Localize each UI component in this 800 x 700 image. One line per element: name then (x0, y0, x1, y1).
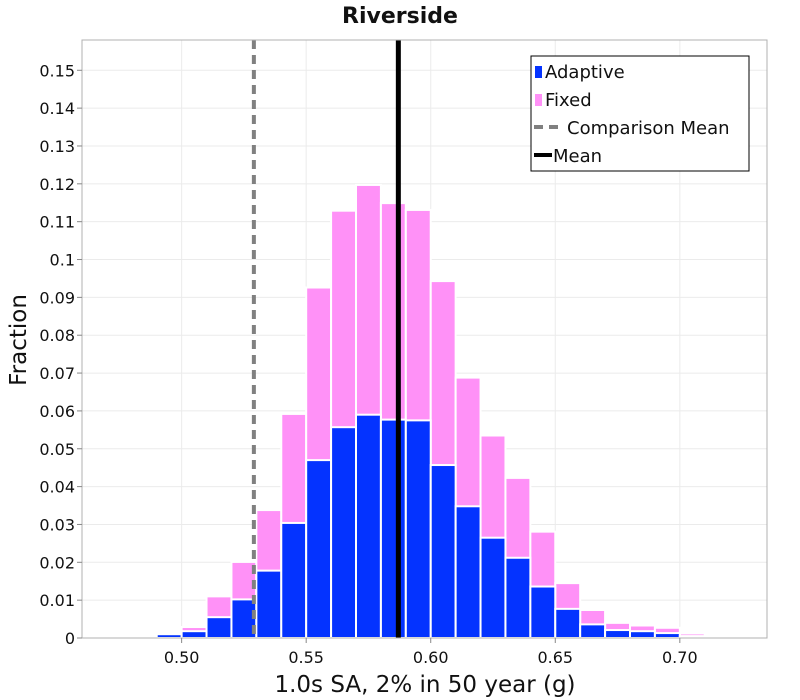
y-tick-label: 0.02 (39, 553, 75, 572)
bar-adaptive (255, 569, 283, 639)
bar-adaptive (429, 464, 457, 639)
y-tick-label: 0.15 (39, 61, 75, 80)
y-tick-label: 0.08 (39, 326, 75, 345)
legend-swatch-fixed (535, 94, 542, 106)
y-tick-label: 0.14 (39, 99, 75, 118)
bar-adaptive (305, 459, 333, 639)
bar-adaptive (479, 536, 507, 639)
y-tick-label: 0.13 (39, 137, 75, 156)
bar-adaptive (454, 505, 482, 639)
bar-adaptive (629, 630, 656, 639)
bar-adaptive (280, 521, 308, 639)
x-tick-label: 0.50 (164, 648, 200, 667)
x-tick-label: 0.65 (537, 648, 573, 667)
y-axis-ticks: 0 0.01 0.02 0.03 0.04 0.05 0.06 0.07 0.08 0.09 0.1… (39, 61, 82, 648)
legend-label-fixed: Fixed (545, 90, 592, 111)
plot-frame (81, 39, 768, 639)
y-tick-label: 0.07 (39, 364, 75, 383)
legend-swatch-adaptive (535, 66, 542, 78)
bar-adaptive (355, 413, 382, 639)
bar-adaptive (379, 418, 407, 639)
x-axis-ticks: 0.50 0.55 0.60 0.65 0.70 (164, 638, 698, 667)
x-axis-title: 1.0s SA, 2% in 50 year (g) (274, 672, 575, 698)
bar-adaptive (155, 633, 183, 640)
bar-adaptive (653, 632, 681, 640)
y-tick-label: 0 (65, 629, 75, 648)
y-tick-label: 0.09 (39, 288, 75, 307)
y-axis-title: Fraction (6, 294, 32, 386)
x-tick-label: 0.70 (662, 648, 698, 667)
x-tick-label: 0.55 (288, 648, 324, 667)
bar-adaptive (180, 630, 208, 639)
legend-label-mean: Mean (553, 146, 602, 167)
bar-adaptive (604, 629, 631, 639)
x-tick-label: 0.60 (413, 648, 449, 667)
y-tick-label: 0.03 (39, 515, 75, 534)
y-tick-label: 0.11 (39, 213, 75, 232)
bar-adaptive (330, 426, 358, 639)
y-tick-label: 0.06 (39, 402, 75, 421)
legend-label-comparison-mean: Comparison Mean (567, 118, 730, 139)
bar-adaptive (529, 585, 557, 640)
bar-adaptive (579, 623, 607, 640)
y-tick-label: 0.05 (39, 440, 75, 459)
legend-box (530, 55, 750, 172)
bar-adaptive (404, 419, 432, 639)
bar-adaptive (504, 556, 532, 639)
chart-title: Riverside (342, 4, 458, 29)
legend-label-adaptive: Adaptive (545, 62, 625, 83)
y-tick-label: 0.01 (39, 591, 75, 610)
y-tick-label: 0.12 (39, 175, 75, 194)
legend: Adaptive Fixed Comparison Mean Mean (530, 55, 750, 172)
y-tick-label: 0.04 (39, 478, 75, 497)
reference-lines (251, 40, 401, 638)
bar-adaptive (205, 616, 233, 639)
bar-adaptive (554, 607, 582, 639)
y-tick-label: 0.1 (50, 251, 75, 270)
